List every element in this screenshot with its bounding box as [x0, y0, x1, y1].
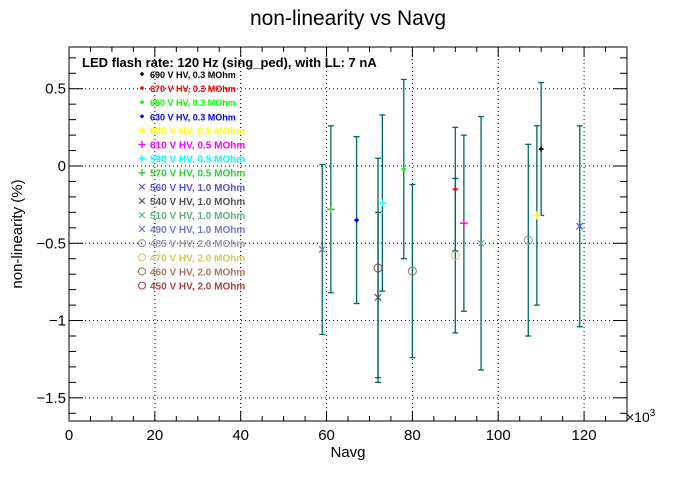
- legend-label: 630 V HV, 0.5 MOhm: [150, 126, 245, 137]
- legend-label: 460 V HV, 2.0 MOhm: [150, 267, 245, 278]
- data-point-core: [453, 187, 457, 191]
- legend-label: 630 V HV, 0.3 MOhm: [150, 112, 236, 122]
- legend-marker-b: [138, 225, 146, 233]
- data-point-core: [539, 147, 543, 151]
- legend-label: 590 V HV, 0.5 MOhm: [150, 155, 245, 166]
- legend-marker-core: [140, 72, 144, 76]
- legend-label: 450 V HV, 2.0 MOhm: [150, 282, 245, 293]
- legend-label: 470 V HV, 2.0 MOhm: [150, 253, 245, 264]
- legend-marker-core: [140, 114, 144, 118]
- legend-label: 510 V HV, 1.0 MOhm: [150, 211, 245, 222]
- x-tick-label: 120: [572, 427, 597, 444]
- x-tick-label: 100: [486, 427, 511, 444]
- y-tick-label: −1: [49, 313, 66, 330]
- legend-label: 690 V HV, 0.3 MOhm: [150, 70, 236, 80]
- legend-marker-core: [140, 86, 144, 90]
- x-axis-label: Navg: [330, 444, 365, 461]
- x-multiplier-label: ×103: [626, 408, 656, 425]
- legend-marker: [137, 253, 147, 262]
- x-tick-label: 0: [65, 427, 73, 444]
- plot-frame: [68, 46, 628, 422]
- y-tick-label: 0.5: [45, 81, 66, 98]
- legend-marker-b: [138, 211, 146, 219]
- legend-label: 650 V HV, 0.3 MOhm: [150, 98, 236, 108]
- data-point: [373, 263, 383, 273]
- legend-label: 670 V HV, 0.3 MOhm: [150, 84, 236, 94]
- legend-marker: [137, 239, 147, 248]
- x-tick-label: 40: [232, 427, 249, 444]
- legend-marker-b: [138, 197, 146, 205]
- y-tick-label: 0: [58, 158, 66, 175]
- data-point-b: [576, 222, 584, 230]
- legend-marker-core: [140, 100, 144, 104]
- legend-label: 610 V HV, 0.5 MOhm: [150, 141, 245, 152]
- legend-marker: [137, 281, 147, 290]
- data-point-b: [477, 239, 485, 247]
- data-point: [450, 251, 460, 261]
- data-point: [523, 235, 533, 245]
- legend-label: 485 V HV, 2.0 MOhm: [150, 239, 245, 250]
- legend-marker-b: [138, 183, 146, 191]
- data-point-b: [374, 293, 382, 301]
- legend: 690 V HV, 0.3 MOhm 670 V HV, 0.3 MOhm 650 …: [137, 70, 245, 293]
- data-point-core: [354, 218, 359, 222]
- chart-title: non-linearity vs Navg: [250, 7, 446, 30]
- x-tick-label: 20: [147, 427, 164, 444]
- legend-label: 540 V HV, 1.0 MOhm: [150, 197, 245, 208]
- y-axis-label: non-linearity (%): [9, 179, 26, 288]
- chart-subtitle: LED flash rate: 120 Hz (sing_ped), with …: [82, 55, 377, 70]
- axes: 0 20 40 60 80 100 120 0.5 0 −0.5 −1 −1.5: [36, 47, 628, 444]
- legend-label: 490 V HV, 1.0 MOhm: [150, 225, 245, 236]
- data-point: [407, 266, 417, 276]
- x-tick-label: 80: [404, 427, 421, 444]
- legend-label: 560 V HV, 1.0 MOhm: [150, 183, 245, 194]
- grid-lines: [69, 47, 627, 421]
- data-point-b: [318, 245, 326, 254]
- data-point-core: [402, 167, 406, 171]
- legend-label: 570 V HV, 0.5 MOhm: [150, 169, 245, 180]
- x-tick-label: 60: [318, 427, 335, 444]
- y-tick-label: −1.5: [36, 390, 66, 407]
- legend-marker: [137, 267, 147, 276]
- y-tick-label: −0.5: [36, 235, 66, 252]
- data-markers: [318, 146, 584, 301]
